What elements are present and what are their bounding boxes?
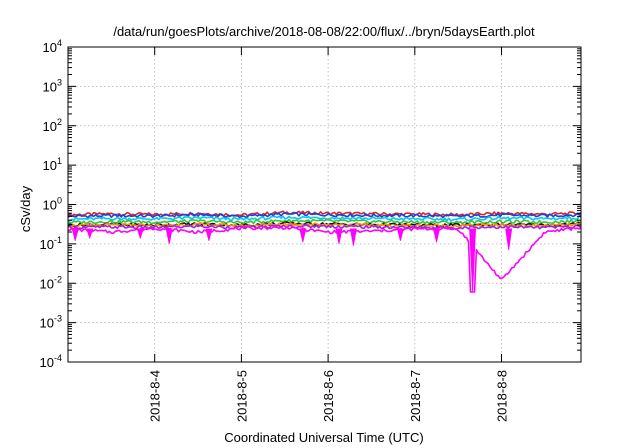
series-line [67,212,582,219]
x-tick-label: 2018-8-4 [148,370,163,422]
series-dip [396,228,404,241]
x-tick-label: 2018-8-8 [495,370,510,422]
series-layer [67,210,582,293]
series-dip [205,228,213,241]
x-tick-label: 2018-8-7 [408,370,423,422]
series-dip [165,228,173,244]
series-dip [505,228,513,251]
series-dip [349,228,357,246]
series-dip [71,228,79,241]
series-dip [299,228,307,243]
y-tick-exponent: 1 [57,156,62,166]
y-tick-exponent: -4 [54,353,62,363]
series-dip [432,228,441,243]
y-axis-label: cSv/day [18,185,33,232]
y-tick-exponent: 4 [57,38,62,48]
y-tick-exponent: -2 [54,274,62,284]
y-tick-exponent: -3 [54,314,62,324]
x-axis: 2018-8-4 2018-8-5 2018-8-6 2018-8-7 2018-8-8 [148,47,510,422]
series-line [67,210,582,217]
y-tick-exponent: 2 [57,117,62,127]
series-dip [469,228,477,293]
y-tick-exponent: 3 [57,77,62,87]
series-dip [136,228,144,240]
x-tick-label: 2018-8-5 [234,370,249,422]
x-tick-label: 2018-8-6 [321,370,336,422]
series-line [67,224,582,230]
y-tick-exponent: -1 [54,235,62,245]
chart-title: /data/run/goesPlots/archive/2018-08-08/2… [113,24,535,39]
series-line [67,225,582,293]
series-dip [335,228,343,244]
series-dip [86,228,94,240]
series-line [67,218,582,225]
series-line [67,215,582,222]
y-tick-exponent: 0 [57,196,62,206]
grid [68,47,581,362]
x-axis-label: Coordinated Universal Time (UTC) [224,430,423,445]
